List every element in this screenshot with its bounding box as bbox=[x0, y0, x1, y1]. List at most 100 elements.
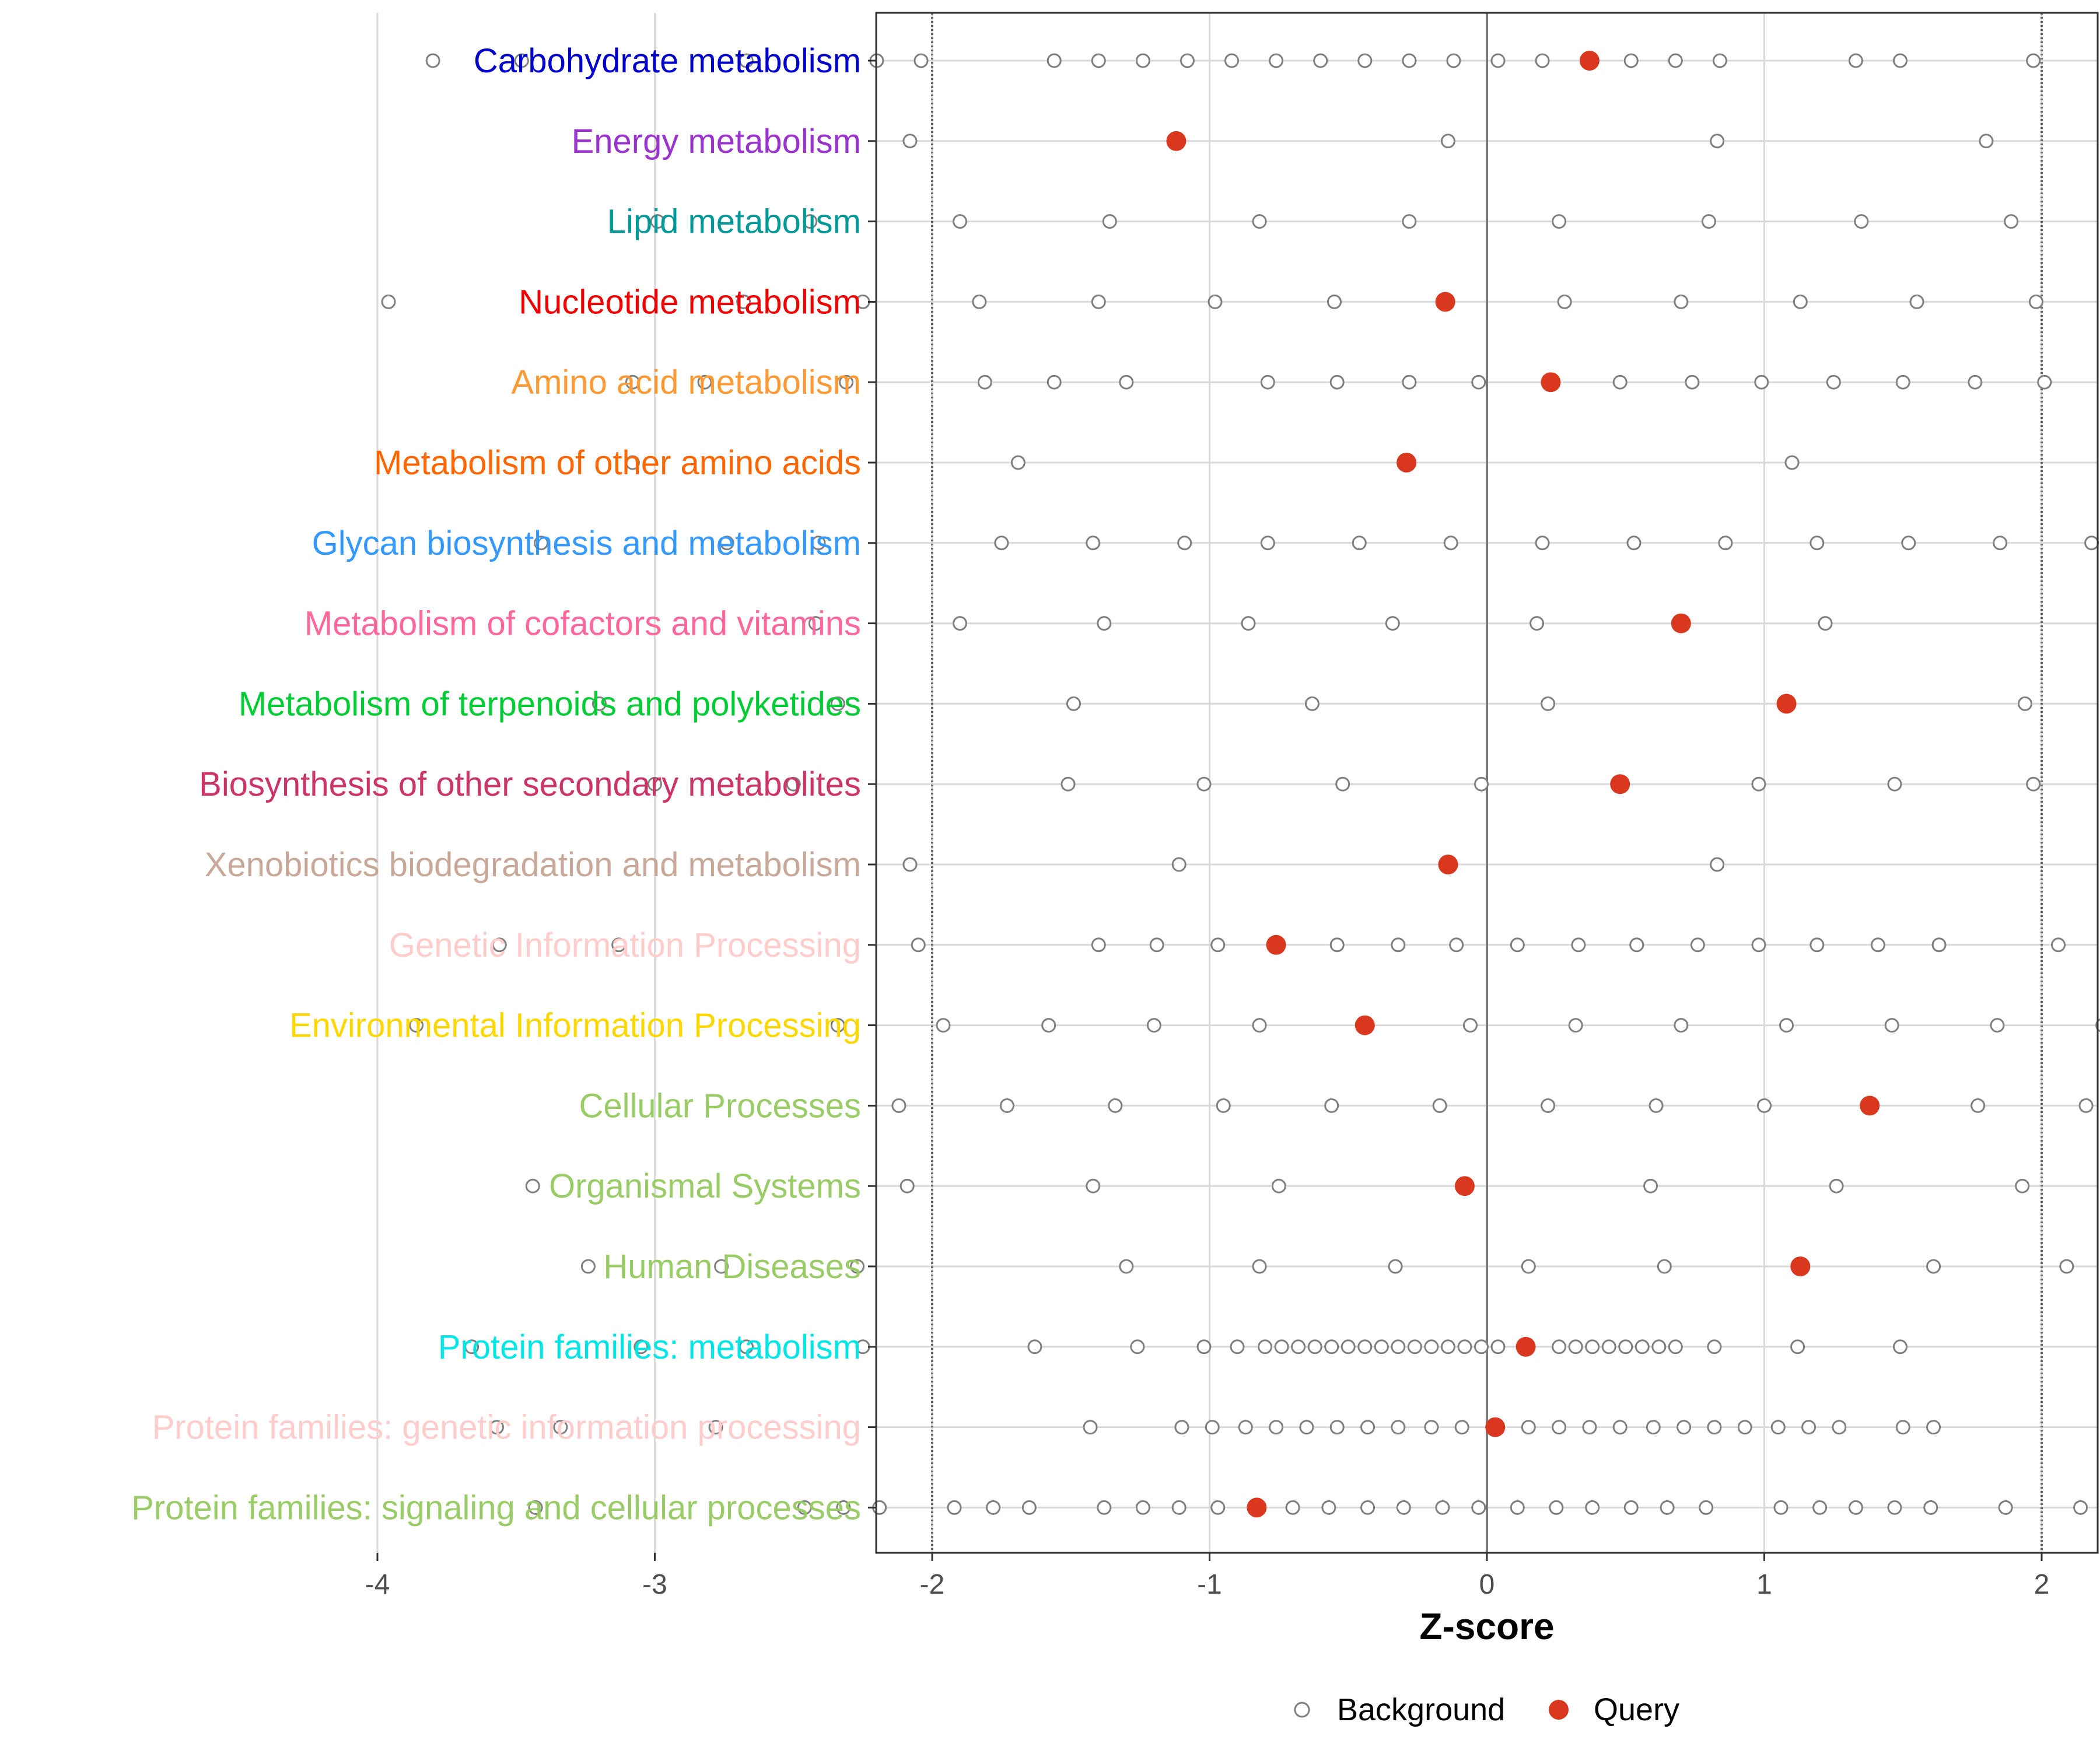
background-point bbox=[1260, 536, 1275, 551]
background-point bbox=[1299, 1420, 1314, 1435]
background-point bbox=[1757, 1098, 1772, 1113]
background-point bbox=[1870, 937, 1885, 953]
background-point bbox=[1171, 1500, 1186, 1515]
background-point bbox=[836, 1500, 851, 1515]
query-point bbox=[1610, 774, 1630, 794]
background-point bbox=[1260, 374, 1275, 390]
background-point bbox=[1854, 214, 1869, 229]
category-label: Cellular Processes bbox=[579, 1087, 861, 1125]
x-tick-label: -1 bbox=[1197, 1569, 1222, 1600]
background-point bbox=[1097, 1500, 1112, 1515]
background-point bbox=[1424, 1339, 1439, 1354]
background-point bbox=[1097, 616, 1112, 631]
background-point bbox=[1629, 937, 1644, 953]
background-point bbox=[936, 1018, 951, 1033]
background-point bbox=[1707, 1420, 1722, 1435]
background-point bbox=[1968, 374, 1983, 390]
category-label: Metabolism of other amino acids bbox=[374, 444, 861, 482]
background-point bbox=[736, 294, 751, 309]
background-point bbox=[1712, 53, 1727, 68]
background-point bbox=[489, 1420, 504, 1435]
query-point bbox=[1516, 1336, 1536, 1357]
background-point bbox=[650, 214, 665, 229]
background-point bbox=[738, 1339, 754, 1354]
background-point bbox=[902, 134, 918, 149]
background-point bbox=[1826, 374, 1841, 390]
background-point bbox=[1238, 1420, 1253, 1435]
background-point bbox=[1657, 1259, 1672, 1274]
background-point bbox=[738, 53, 754, 68]
background-point bbox=[786, 776, 801, 792]
background-point bbox=[580, 1259, 596, 1274]
background-point bbox=[1471, 1500, 1486, 1515]
background-point bbox=[1146, 1018, 1161, 1033]
background-point bbox=[953, 616, 968, 631]
background-point bbox=[1041, 1018, 1056, 1033]
background-point bbox=[1623, 1500, 1639, 1515]
background-point bbox=[1329, 1420, 1345, 1435]
background-point bbox=[891, 1098, 907, 1113]
background-point bbox=[1926, 1420, 1941, 1435]
background-point bbox=[986, 1500, 1001, 1515]
background-point bbox=[1971, 1098, 1986, 1113]
background-point bbox=[1832, 1420, 1847, 1435]
background-point bbox=[1291, 1339, 1306, 1354]
background-point bbox=[1582, 1420, 1597, 1435]
background-point bbox=[1446, 53, 1461, 68]
background-point bbox=[1552, 1339, 1567, 1354]
background-point bbox=[1626, 536, 1642, 551]
category-label: Protein families: metabolism bbox=[438, 1328, 861, 1366]
background-point bbox=[1668, 53, 1683, 68]
background-point bbox=[1010, 455, 1026, 470]
background-point bbox=[1274, 1339, 1289, 1354]
background-point bbox=[492, 937, 507, 953]
background-point bbox=[1449, 937, 1464, 953]
background-point bbox=[1585, 1339, 1600, 1354]
category-label: Genetic Information Processing bbox=[389, 926, 861, 964]
background-point bbox=[425, 53, 440, 68]
background-point bbox=[464, 1339, 480, 1354]
background-point bbox=[634, 1339, 649, 1354]
background-point bbox=[1892, 1339, 1908, 1354]
category-label: Nucleotide metabolism bbox=[519, 283, 861, 321]
background-point bbox=[811, 536, 826, 551]
background-point bbox=[1651, 1339, 1667, 1354]
x-tick-label: -2 bbox=[920, 1569, 945, 1600]
background-point bbox=[2026, 776, 2041, 792]
background-point bbox=[1568, 1018, 1583, 1033]
background-point bbox=[1773, 1500, 1788, 1515]
x-tick-label: -4 bbox=[365, 1569, 390, 1600]
background-point bbox=[1171, 857, 1186, 872]
background-point bbox=[525, 1178, 540, 1194]
background-point bbox=[1435, 1500, 1450, 1515]
background-point bbox=[1552, 214, 1567, 229]
background-point bbox=[1391, 937, 1406, 953]
background-point bbox=[1612, 1420, 1628, 1435]
background-point bbox=[1407, 1339, 1422, 1354]
background-point bbox=[1388, 1259, 1403, 1274]
background-point bbox=[1086, 536, 1101, 551]
background-point bbox=[1901, 536, 1916, 551]
background-point bbox=[1699, 1500, 1714, 1515]
background-point bbox=[1135, 53, 1150, 68]
background-point bbox=[1271, 1178, 1286, 1194]
background-point bbox=[1601, 1339, 1616, 1354]
background-point bbox=[2084, 536, 2099, 551]
background-point bbox=[381, 294, 396, 309]
query-point bbox=[1354, 1015, 1375, 1035]
background-point bbox=[1269, 1420, 1284, 1435]
background-point bbox=[1892, 53, 1908, 68]
background-point bbox=[1979, 134, 1994, 149]
x-tick-label: -3 bbox=[642, 1569, 667, 1600]
background-point bbox=[1557, 294, 1572, 309]
background-point bbox=[1119, 374, 1134, 390]
background-point bbox=[1130, 1339, 1145, 1354]
background-point bbox=[1252, 1259, 1267, 1274]
category-label: Organismal Systems bbox=[549, 1167, 861, 1205]
legend-label: Background bbox=[1337, 1692, 1505, 1727]
background-point bbox=[1091, 53, 1106, 68]
background-point bbox=[1887, 776, 1902, 792]
background-point bbox=[1530, 616, 1545, 631]
legend: Background Query bbox=[1294, 1692, 1679, 1727]
background-point bbox=[2004, 214, 2019, 229]
